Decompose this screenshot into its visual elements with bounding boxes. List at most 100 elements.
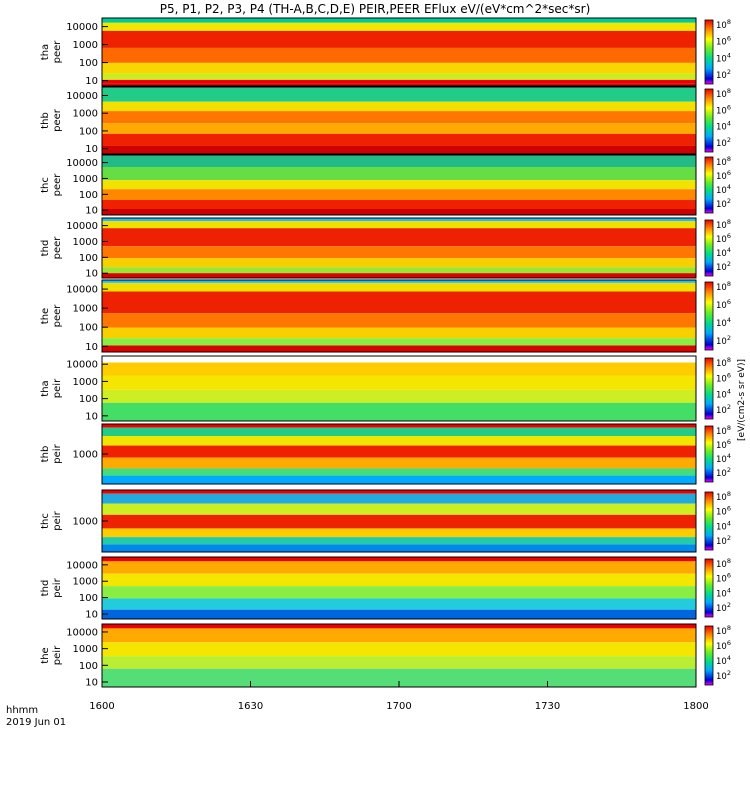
y-tick-label: 10 <box>85 610 98 621</box>
energy-band <box>102 389 696 403</box>
probe-label: thd <box>40 240 51 257</box>
energy-band <box>102 490 696 494</box>
colorbar-tick-label: 104 <box>716 387 731 400</box>
energy-band <box>102 62 696 74</box>
energy-band <box>102 427 696 436</box>
panel-frame <box>101 556 697 620</box>
energy-band <box>102 528 696 538</box>
energy-band <box>102 133 696 146</box>
panel-frame <box>101 17 697 87</box>
colorbar-tick-label: 104 <box>716 316 731 329</box>
colorbar-tick-label: 108 <box>716 87 731 100</box>
date-label: 2019 Jun 01 <box>6 717 66 728</box>
y-tick-label: 10 <box>85 144 98 155</box>
energy-band <box>102 22 696 31</box>
energy-band <box>102 345 696 352</box>
x-tick-label: 1730 <box>535 701 560 712</box>
energy-band <box>102 79 696 84</box>
colorbar <box>704 491 714 551</box>
species-label: peer <box>52 108 63 132</box>
colorbar-tick-label: 106 <box>716 35 731 48</box>
colorbar-tick-label: 106 <box>716 232 731 245</box>
y-tick-label: 1000 <box>73 517 98 528</box>
panel-frame <box>101 217 697 279</box>
energy-band <box>102 189 696 200</box>
colorbar <box>704 281 714 351</box>
energy-band <box>102 445 696 458</box>
energy-band <box>102 73 696 80</box>
panel-ylabel: thepeer <box>40 304 63 328</box>
colorbar-tick-label: 106 <box>716 572 731 585</box>
panel-frame <box>101 279 697 353</box>
probe-label: the <box>40 308 51 324</box>
energy-band <box>102 468 696 476</box>
colorbar <box>704 219 714 277</box>
energy-band <box>102 573 696 587</box>
colorbar-tick-label: 106 <box>716 639 731 652</box>
colorbar <box>704 425 714 483</box>
colorbar <box>704 156 714 214</box>
panel-tha-peir: 10000 1000 100 10 thapeir 108 106 104 102 <box>40 355 731 422</box>
y-tick-label: 100 <box>79 323 98 334</box>
chart-title: P5, P1, P2, P3, P4 (TH-A,B,C,D,E) PEIR,P… <box>159 2 591 16</box>
species-label: peir <box>52 577 63 597</box>
colorbar-tick-label: 102 <box>716 334 731 347</box>
energy-band <box>102 273 696 278</box>
y-tick-label: 100 <box>79 190 98 201</box>
colorbar-tick-label: 108 <box>716 280 731 293</box>
colorbar-tick-label: 102 <box>716 669 731 682</box>
probe-label: thb <box>40 112 51 129</box>
energy-band <box>102 101 696 112</box>
energy-band <box>102 327 696 339</box>
colorbar-unit-label: [eV/(cm2-s sr eV)] <box>737 359 747 441</box>
x-tick-label: 1630 <box>238 701 263 712</box>
colorbar-tick-label: 102 <box>716 136 731 149</box>
y-tick-label: 10000 <box>66 285 98 296</box>
y-tick-label: 1000 <box>73 450 98 461</box>
y-tick-label: 10 <box>85 206 98 217</box>
colorbar-tick-label: 104 <box>716 246 731 259</box>
energy-band <box>102 47 696 63</box>
colorbar-tick-label: 102 <box>716 601 731 614</box>
colorbar-tick-label: 102 <box>716 466 731 479</box>
y-tick-label: 1000 <box>73 40 98 51</box>
colorbar-tick-label: 104 <box>716 183 731 196</box>
panel-the-peer: 10000 1000 100 10 thepeer 108 106 104 102 <box>40 279 731 353</box>
colorbar-tick-label: 102 <box>716 403 731 416</box>
time-axis-label: hhmm <box>6 705 38 716</box>
energy-band <box>102 457 696 469</box>
panel-ylabel: thepeir <box>40 645 63 665</box>
energy-band <box>102 111 696 124</box>
colorbar-tick-label: 102 <box>716 534 731 547</box>
y-tick-label: 1000 <box>73 304 98 315</box>
energy-band <box>102 356 696 363</box>
energy-band <box>102 557 696 562</box>
colorbar-tick-label: 104 <box>716 120 731 133</box>
panel-ylabel: thapeer <box>40 40 63 64</box>
probe-label: thd <box>40 580 51 597</box>
panel-frame <box>101 86 697 155</box>
y-tick-label: 100 <box>79 661 98 672</box>
energy-band <box>102 246 696 259</box>
energy-band <box>102 624 696 629</box>
y-tick-label: 10000 <box>66 22 98 33</box>
probe-label: thb <box>40 446 51 463</box>
species-label: peir <box>52 378 63 398</box>
species-label: peer <box>52 173 63 197</box>
colorbar-tick-label: 106 <box>716 103 731 116</box>
y-tick-label: 1000 <box>73 237 98 248</box>
panel-ylabel: thapeir <box>40 378 63 398</box>
energy-band <box>102 514 696 529</box>
probe-label: thc <box>40 513 51 529</box>
energy-band <box>102 83 696 86</box>
panel-frame <box>101 154 697 216</box>
panel-ylabel: thcpeer <box>40 173 63 197</box>
energy-band <box>102 258 696 268</box>
colorbar-tick-label: 108 <box>716 557 731 570</box>
y-tick-label: 10000 <box>66 560 98 571</box>
